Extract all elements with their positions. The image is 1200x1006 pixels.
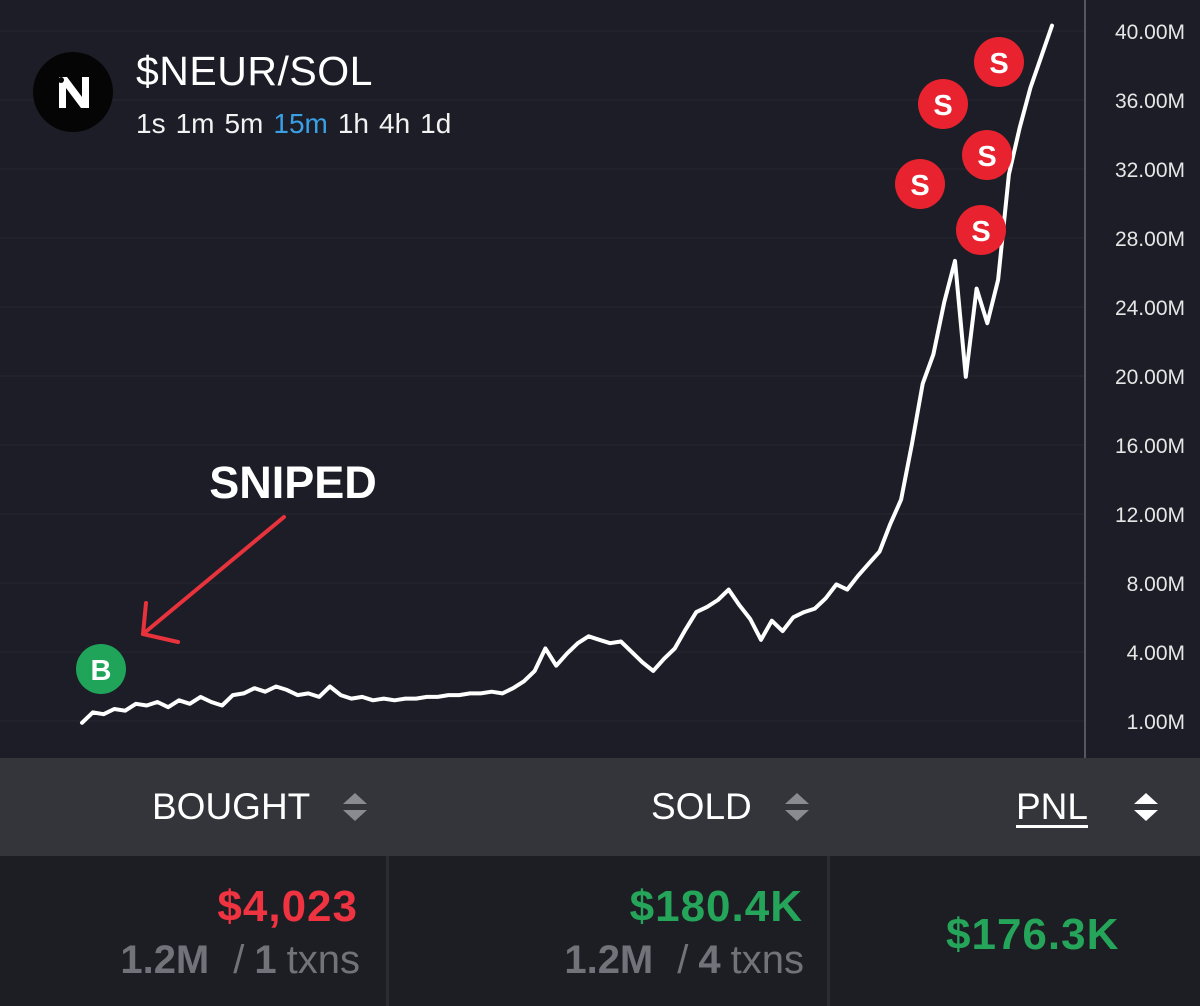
sold-txns-count: 4 (698, 938, 721, 982)
sold-tokens: 1.2M (564, 938, 654, 982)
sell-marker[interactable]: S (974, 37, 1024, 87)
bought-header-label: BOUGHT (152, 786, 311, 827)
sort-icon[interactable] (1133, 793, 1158, 821)
sell-marker[interactable]: S (918, 79, 968, 129)
y-tick-label: 12.00M (1115, 504, 1185, 527)
bought-amount: $4,023 (217, 882, 358, 931)
sort-icon[interactable] (784, 793, 809, 821)
y-tick-label: 28.00M (1115, 228, 1185, 251)
sell-marker-label: S (910, 170, 929, 202)
chart-grid (0, 30, 1085, 722)
sell-marker[interactable]: S (962, 130, 1012, 180)
y-tick-label: 20.00M (1115, 366, 1185, 389)
sort-icon[interactable] (343, 793, 368, 821)
price-chart-panel[interactable]: 40.00M 36.00M 32.00M 28.00M 24.00M 20.00M 16.0… (0, 0, 1200, 758)
pair-title: $NEUR/SOL (136, 48, 373, 94)
sold-column-header[interactable]: SOLD (651, 758, 809, 856)
timeframe-1d[interactable]: 1d (420, 108, 452, 139)
timeframe-1m[interactable]: 1m (175, 108, 215, 139)
bought-details: 1.2M / 1 txns (120, 938, 360, 983)
sniped-annotation: SNIPED (209, 457, 377, 508)
sell-marker[interactable]: S (956, 205, 1006, 255)
timeframe-15m[interactable]: 15m (273, 108, 328, 139)
y-tick-label: 4.00M (1127, 642, 1185, 665)
n-logo-icon (58, 77, 89, 108)
pnl-header-label[interactable]: PNL (1016, 786, 1088, 827)
timeframe-selector[interactable]: 1s 1m 5m 15m 1h 4h 1d (136, 108, 451, 140)
y-axis-ticks: 40.00M 36.00M 32.00M 28.00M 24.00M 20.00M 16.0… (1115, 21, 1185, 734)
trade-summary-table: BOUGHT SOLD PNL $4,023 1.2M / 1 txns $18… (0, 758, 1200, 1006)
price-chart[interactable]: 40.00M 36.00M 32.00M 28.00M 24.00M 20.00M 16.0… (0, 0, 1200, 758)
timeframe-1s[interactable]: 1s (136, 108, 166, 139)
table-header: BOUGHT SOLD PNL (0, 758, 1200, 856)
bought-txns-count: 1 (254, 938, 277, 982)
pnl-amount: $176.3K (946, 910, 1120, 959)
y-tick-label: 24.00M (1115, 297, 1185, 320)
sell-marker-label: S (971, 216, 990, 248)
token-logo (33, 52, 113, 132)
separator: / (677, 938, 689, 982)
timeframe-4h[interactable]: 4h (379, 108, 411, 139)
sell-marker-label: S (977, 141, 996, 173)
buy-marker[interactable]: B (76, 644, 126, 694)
sold-amount: $180.4K (629, 882, 803, 931)
sold-header-label: SOLD (651, 786, 752, 827)
txns-label: txns (730, 938, 804, 982)
y-tick-label: 8.00M (1127, 573, 1185, 596)
y-tick-label: 32.00M (1115, 159, 1185, 182)
sell-marker-label: S (933, 90, 952, 122)
txns-label: txns (286, 938, 360, 982)
sell-marker[interactable]: S (895, 159, 945, 209)
y-tick-label: 16.00M (1115, 435, 1185, 458)
y-tick-label: 40.00M (1115, 21, 1185, 44)
timeframe-1h[interactable]: 1h (337, 108, 370, 139)
sold-details: 1.2M / 4 txns (564, 938, 804, 983)
column-divider (386, 856, 389, 1006)
separator: / (233, 938, 245, 982)
bought-column-header[interactable]: BOUGHT (152, 758, 368, 856)
buy-marker-label: B (91, 655, 112, 687)
bought-tokens: 1.2M (120, 938, 210, 982)
y-tick-label: 1.00M (1127, 711, 1185, 734)
price-line (80, 23, 1054, 725)
timeframe-5m[interactable]: 5m (224, 108, 264, 139)
sniped-arrow (141, 515, 286, 644)
sell-marker-label: S (989, 48, 1008, 80)
column-divider (827, 856, 830, 1006)
pnl-column-header[interactable]: PNL (1016, 758, 1158, 856)
y-tick-label: 36.00M (1115, 90, 1185, 113)
